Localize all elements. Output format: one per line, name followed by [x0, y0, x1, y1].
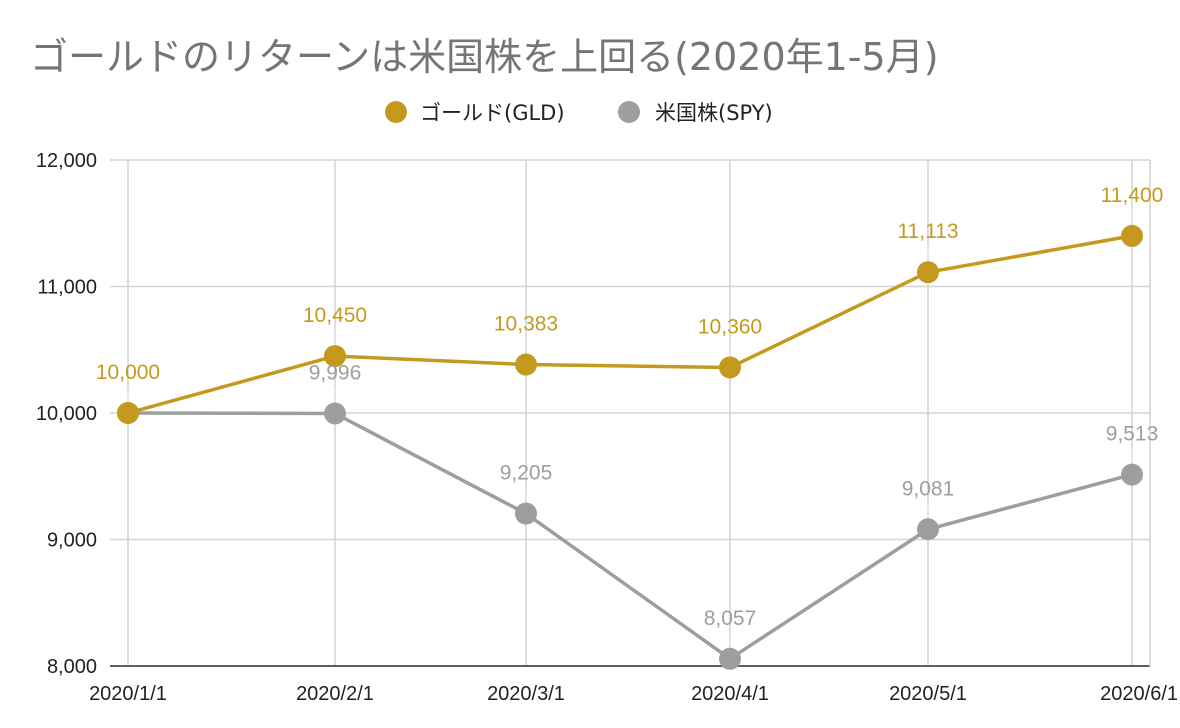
y-tick-label: 8,000: [47, 656, 97, 678]
data-label: 9,205: [500, 462, 553, 485]
legend-marker: [385, 101, 407, 123]
data-label: 11,400: [1101, 184, 1164, 207]
series-0-point: [719, 356, 741, 379]
y-tick-label: 10,000: [36, 403, 97, 425]
data-label: 9,513: [1106, 423, 1159, 446]
x-tick-label: 2020/4/1: [691, 683, 769, 705]
x-tick-label: 2020/3/1: [487, 683, 565, 705]
legend-marker: [618, 101, 640, 123]
series-1-point: [324, 402, 346, 425]
chart-title: ゴールドのリターンは米国株を上回る(2020年1-5月): [30, 35, 939, 79]
series-1-point: [1121, 463, 1143, 486]
data-label: 10,383: [494, 313, 558, 336]
series-1-point: [719, 647, 741, 670]
x-tick-label: 2020/6/1: [1100, 683, 1178, 705]
data-label: 11,113: [897, 220, 958, 243]
series-1-point: [515, 502, 537, 525]
series-1-point: [917, 518, 939, 541]
x-tick-label: 2020/5/1: [889, 683, 967, 705]
x-tick-label: 2020/1/1: [89, 683, 167, 705]
data-label: 9,081: [902, 477, 955, 500]
series-0-point: [917, 261, 939, 284]
y-tick-label: 9,000: [47, 530, 97, 552]
data-label: 10,000: [96, 361, 160, 384]
series-0-point: [1121, 224, 1143, 247]
data-label: 8,057: [704, 607, 757, 630]
data-label: 10,450: [303, 304, 367, 327]
data-label: 9,996: [309, 362, 362, 385]
series-0-point: [324, 345, 346, 368]
y-tick-label: 12,000: [36, 150, 97, 172]
series-line-0: [127, 234, 1133, 415]
series-0-point: [117, 402, 139, 424]
data-label: 10,360: [698, 315, 762, 338]
series-0-point: [515, 353, 537, 376]
legend-label: ゴールド(GLD): [420, 101, 565, 125]
series-line-1: [127, 411, 1133, 661]
x-tick-label: 2020/2/1: [296, 683, 374, 705]
legend-label: 米国株(SPY): [655, 101, 773, 125]
y-tick-label: 11,000: [37, 277, 97, 299]
